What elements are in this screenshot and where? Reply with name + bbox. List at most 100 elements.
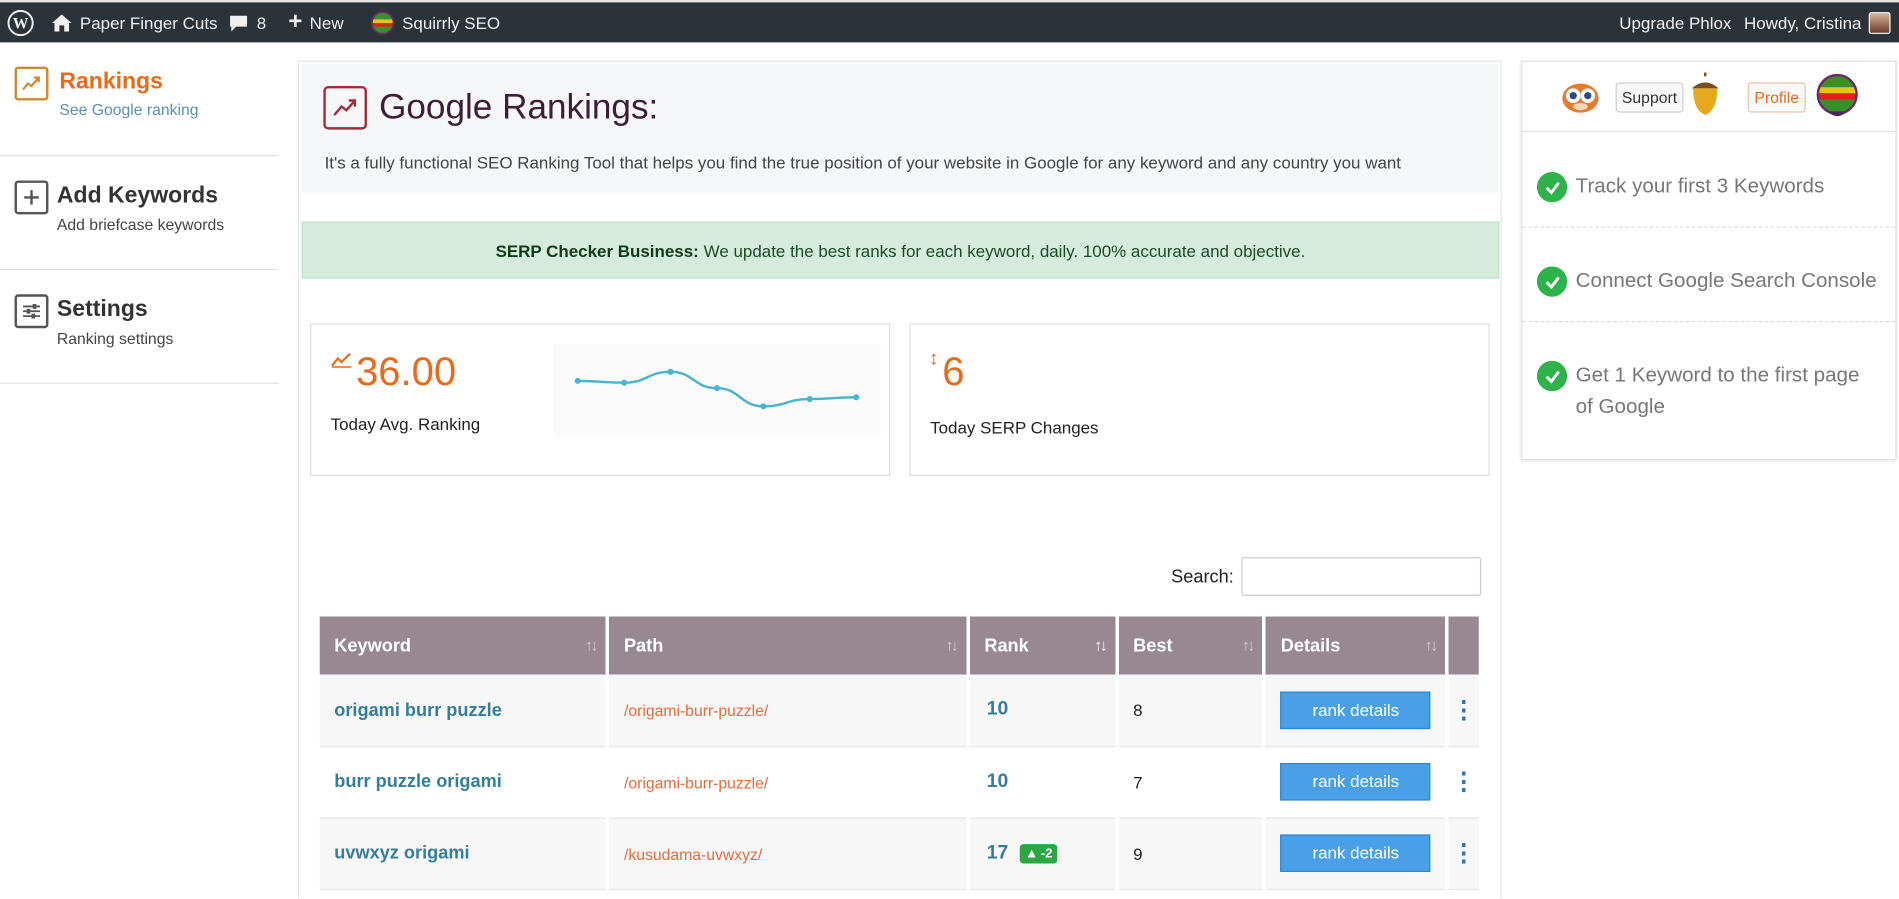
check-circle-icon — [1536, 171, 1568, 203]
serp-changes-label: Today SERP Changes — [930, 417, 1099, 438]
notice-text: We update the best ranks for each keywor… — [703, 240, 1306, 260]
sort-icon: ↑↓ — [1241, 635, 1255, 654]
sort-icon: ↑↓ — [585, 635, 598, 654]
column-label: Keyword — [334, 635, 411, 656]
rank-value: 17 — [986, 842, 1009, 863]
task-text: Get 1 Keyword to the first page of Googl… — [1575, 363, 1860, 418]
sidebar-item-label: Add Keywords — [56, 182, 219, 209]
upgrade-label: Upgrade Phlox — [1619, 12, 1732, 33]
keyword-link[interactable]: uvwxyz origami — [334, 842, 470, 864]
comments-link[interactable]: 8 — [228, 2, 266, 42]
task-item: Get 1 Keyword to the first page of Googl… — [1522, 322, 1895, 455]
sparkline-point — [621, 379, 628, 386]
sidebar-item-sublabel: Add briefcase keywords — [56, 215, 225, 234]
avg-ranking-card: 36.00 Today Avg. Ranking — [310, 323, 891, 476]
sidebar-item-rankings[interactable]: Rankings See Google ranking — [0, 42, 279, 157]
keyword-link[interactable]: origami burr puzzle — [334, 699, 502, 721]
row-menu-icon[interactable]: ⋮ — [1447, 746, 1479, 819]
avg-ranking-value: 36.00 — [356, 348, 457, 394]
trend-icon — [331, 351, 353, 374]
column-header-path[interactable]: Path ↑↓ — [607, 616, 970, 675]
sort-icon: ↑↓ — [1424, 635, 1438, 654]
column-label: Best — [1133, 635, 1173, 656]
new-content-link[interactable]: + New — [288, 2, 343, 42]
sort-icon: ↑↓ — [945, 635, 959, 654]
table-row: burr puzzle origami /origami-burr-puzzle… — [319, 746, 1479, 819]
up-down-arrow-icon: ↕ — [928, 348, 939, 370]
rank-value: 10 — [986, 770, 1009, 792]
ranking-sparkline — [553, 343, 881, 436]
rank-details-button[interactable]: rank details — [1280, 834, 1431, 872]
table-row: origami burr puzzle /origami-burr-puzzle… — [319, 674, 1479, 747]
squirrly-seo-link[interactable]: Squirrly SEO — [370, 2, 501, 42]
plus-icon: + — [288, 8, 303, 36]
column-header-details[interactable]: Details ↑↓ — [1264, 616, 1450, 675]
sparkline-point — [713, 385, 720, 392]
comment-icon — [228, 13, 250, 32]
task-text: Connect Google Search Console — [1575, 268, 1877, 292]
serp-changes-card: ↕ 6 Today SERP Changes — [909, 323, 1490, 476]
sparkline-point — [760, 403, 767, 410]
add-square-icon — [14, 180, 49, 215]
wordpress-logo-icon[interactable]: W — [7, 2, 34, 42]
sidebar-item-label: Settings — [56, 296, 148, 323]
path-link[interactable]: /kusudama-uvwxyz/ — [623, 844, 763, 863]
path-link[interactable]: /origami-burr-puzzle/ — [623, 701, 769, 720]
path-link[interactable]: /origami-burr-puzzle/ — [623, 773, 769, 792]
sliders-icon — [14, 294, 49, 329]
row-menu-icon[interactable]: ⋮ — [1447, 674, 1479, 747]
column-header-keyword[interactable]: Keyword ↑↓ — [319, 616, 610, 675]
progress-panel: Support Profile Track your first 3 Keywo… — [1521, 60, 1897, 461]
task-item: Connect Google Search Console — [1522, 228, 1896, 323]
profile-button[interactable]: Profile — [1747, 82, 1806, 113]
sidebar-item-settings[interactable]: Settings Ranking settings — [0, 270, 279, 384]
support-button[interactable]: Support — [1615, 82, 1684, 113]
rank-value: 10 — [986, 699, 1009, 720]
column-header-best[interactable]: Best ↑↓ — [1116, 616, 1267, 675]
site-name-link[interactable]: Paper Finger Cuts — [51, 2, 218, 42]
plugin-label: Squirrly SEO — [402, 12, 501, 33]
main-panel: Google Rankings: It's a fully functional… — [297, 60, 1502, 899]
rank-details-button[interactable]: rank details — [1280, 762, 1431, 801]
best-value: 7 — [1133, 772, 1143, 792]
sparkline-point — [806, 396, 813, 403]
check-circle-icon — [1536, 266, 1568, 297]
sparkline-point — [667, 368, 674, 375]
table-row: uvwxyz origami /kusudama-uvwxyz/ 17 ▲ -2 … — [319, 817, 1479, 890]
column-header-rank[interactable]: Rank ↑↓ — [967, 616, 1119, 675]
column-label: Path — [623, 635, 664, 656]
sidebar-item-sublabel: See Google ranking — [59, 100, 199, 119]
site-name: Paper Finger Cuts — [79, 12, 218, 33]
rank-details-button[interactable]: rank details — [1280, 691, 1431, 729]
task-text: Track your first 3 Keywords — [1575, 174, 1825, 198]
search-input[interactable] — [1241, 557, 1482, 596]
column-label: Rank — [984, 635, 1029, 656]
best-value: 9 — [1133, 843, 1143, 863]
panel-toolbar: Support Profile — [1522, 62, 1896, 133]
row-menu-icon[interactable]: ⋮ — [1447, 817, 1479, 890]
upgrade-link[interactable]: Upgrade Phlox — [1619, 2, 1731, 42]
page-description: It's a fully functional SEO Ranking Tool… — [324, 152, 1402, 172]
keyword-link[interactable]: burr puzzle origami — [334, 771, 502, 793]
best-value: 8 — [1133, 700, 1143, 720]
rankings-chart-icon — [323, 85, 367, 130]
admin-bar: W Paper Finger Cuts 8 + New Squirrly SEO… — [0, 0, 1899, 43]
sidebar-item-add-keywords[interactable]: Add Keywords Add briefcase keywords — [0, 156, 279, 271]
home-icon — [51, 13, 73, 32]
user-menu[interactable]: Howdy, Cristina — [1744, 2, 1891, 42]
rank-change-badge: ▲ -2 — [1020, 843, 1058, 864]
user-avatar-icon[interactable] — [1815, 73, 1859, 127]
sidebar-item-label: Rankings — [59, 69, 163, 95]
sparkline-point — [853, 394, 860, 401]
sort-asc-icon: ↑↓ — [1094, 635, 1107, 654]
squirrel-mascot-icon — [1559, 76, 1603, 121]
squirrly-logo-icon — [370, 10, 395, 35]
column-header-actions — [1447, 616, 1479, 675]
task-item: Track your first 3 Keywords — [1522, 133, 1896, 228]
sidebar-item-sublabel: Ranking settings — [56, 329, 174, 348]
left-nav: Rankings See Google ranking Add Keywords… — [0, 42, 279, 384]
acorn-icon — [1687, 71, 1723, 125]
avatar — [1868, 11, 1891, 34]
sparkline-point — [574, 377, 581, 384]
page-header: Google Rankings: It's a fully functional… — [301, 64, 1499, 193]
